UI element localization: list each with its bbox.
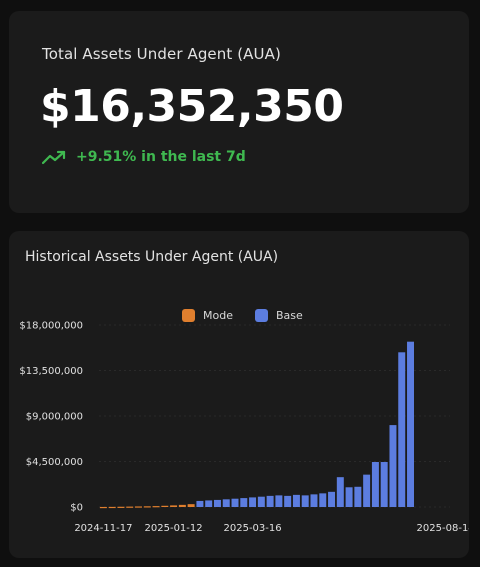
legend-swatch-mode bbox=[182, 309, 195, 322]
legend-label-base: Base bbox=[275, 309, 303, 322]
bar-base[interactable] bbox=[301, 495, 309, 507]
y-tick-label: $4,500,000 bbox=[26, 457, 83, 468]
summary-card: Total Assets Under Agent (AUA) $16,352,3… bbox=[9, 11, 469, 213]
bar-base[interactable] bbox=[398, 352, 406, 507]
bar-mode[interactable] bbox=[178, 504, 186, 507]
chart-title: Historical Assets Under Agent (AUA) bbox=[25, 249, 279, 265]
bar-base[interactable] bbox=[240, 498, 248, 507]
bar-base[interactable] bbox=[284, 495, 292, 507]
legend-swatch-base bbox=[254, 309, 268, 322]
trending-up-icon bbox=[42, 150, 66, 165]
total-aua-value: $16,352,350 bbox=[40, 81, 344, 132]
y-tick-label: $0 bbox=[70, 503, 83, 514]
bar-base[interactable] bbox=[213, 499, 221, 507]
bar-mode[interactable] bbox=[143, 506, 151, 508]
bar-base[interactable] bbox=[292, 494, 300, 507]
legend-item-base[interactable]: Base bbox=[254, 309, 303, 322]
bar-base[interactable] bbox=[275, 495, 283, 507]
bar-mode[interactable] bbox=[117, 506, 125, 508]
y-tick-label: $18,000,000 bbox=[19, 321, 83, 332]
x-tick-label: 2024-11-17 bbox=[74, 523, 132, 534]
x-tick-label: 2025-01-12 bbox=[145, 523, 203, 534]
bar-base[interactable] bbox=[222, 499, 230, 507]
summary-title: Total Assets Under Agent (AUA) bbox=[42, 45, 281, 63]
bar-mode[interactable] bbox=[152, 506, 160, 508]
y-tick-label: $9,000,000 bbox=[26, 412, 83, 423]
bar-mode[interactable] bbox=[99, 506, 107, 509]
bar-base[interactable] bbox=[310, 494, 318, 507]
bar-base[interactable] bbox=[345, 487, 353, 507]
chart-legend: Mode Base bbox=[182, 309, 303, 322]
bar-chart: $0 $4,500,000 $9,000,000 $13,500,000 $18,000… bbox=[19, 321, 469, 535]
bar-base[interactable] bbox=[249, 497, 257, 507]
change-indicator: +9.51% in the last 7d bbox=[42, 149, 246, 165]
y-tick-label: $13,500,000 bbox=[19, 366, 83, 377]
change-text: +9.51% in the last 7d bbox=[76, 149, 246, 165]
bar-mode[interactable] bbox=[126, 506, 134, 508]
x-tick-label: 2025-03-16 bbox=[224, 523, 282, 534]
bar-mode[interactable] bbox=[161, 505, 169, 507]
bar-base[interactable] bbox=[354, 486, 362, 507]
bar-base[interactable] bbox=[371, 462, 379, 507]
bar-base[interactable] bbox=[231, 498, 239, 507]
bar-base[interactable] bbox=[389, 425, 397, 507]
bar-base[interactable] bbox=[363, 474, 371, 507]
chart-card: Historical Assets Under Agent (AUA) Mode… bbox=[9, 231, 469, 558]
bar-base[interactable] bbox=[196, 500, 204, 507]
bar-base[interactable] bbox=[319, 493, 327, 507]
bar-base[interactable] bbox=[205, 500, 213, 507]
bar-base[interactable] bbox=[407, 341, 414, 507]
bar-mode[interactable] bbox=[108, 506, 116, 509]
bar-base[interactable] bbox=[257, 496, 265, 507]
bar-base[interactable] bbox=[328, 491, 336, 507]
bar-mode[interactable] bbox=[187, 504, 195, 507]
bar-base[interactable] bbox=[380, 462, 388, 507]
bar-mode[interactable] bbox=[170, 505, 178, 507]
bar-mode[interactable] bbox=[135, 506, 142, 508]
bar-base[interactable] bbox=[266, 495, 274, 507]
x-tick-label: 2025-08-14 bbox=[417, 523, 469, 534]
legend-label-mode: Mode bbox=[203, 309, 233, 322]
bar-base[interactable] bbox=[336, 477, 344, 507]
legend-item-mode[interactable]: Mode bbox=[182, 309, 233, 322]
